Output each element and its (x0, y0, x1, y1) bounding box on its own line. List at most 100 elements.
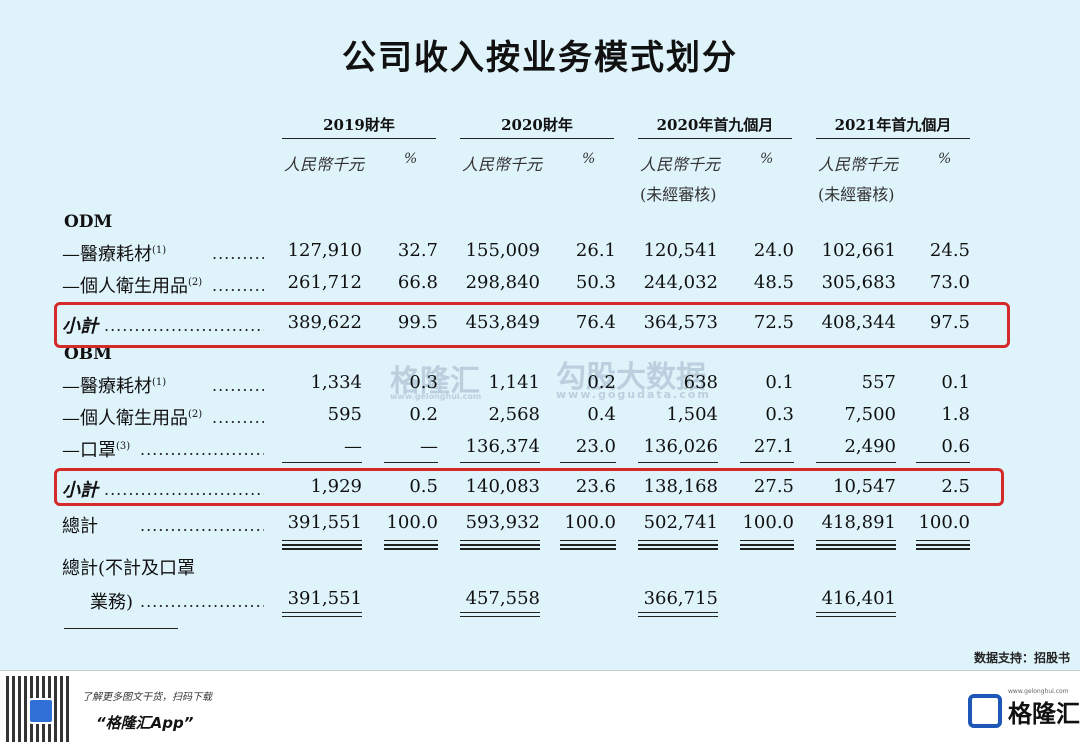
table-cell: 27.1 (753, 436, 794, 457)
pct-header: % (760, 151, 774, 167)
double-rule (560, 544, 616, 546)
subtotal-rule (740, 462, 794, 463)
table-cell: 2,568 (488, 404, 540, 425)
row-label: 小計 (62, 480, 98, 501)
double-rule (460, 540, 540, 541)
double-rule (282, 616, 362, 617)
double-rule (460, 616, 540, 617)
table-cell: 0.1 (765, 372, 794, 393)
double-rule (638, 548, 718, 550)
double-rule (638, 544, 718, 546)
pct-header: % (404, 151, 418, 167)
table-cell: 595 (327, 404, 362, 425)
table-cell: 453,849 (465, 312, 540, 333)
watermark-partner: 勾股大数据 (556, 360, 706, 395)
double-rule (816, 612, 896, 613)
table-cell: 2.5 (941, 476, 970, 497)
table-cell: 2,490 (844, 436, 896, 457)
row-label: 總計(不計及口罩 (62, 558, 196, 579)
double-rule (740, 548, 794, 550)
table-cell: 0.3 (409, 372, 438, 393)
data-source: 数据支持：招股书 (973, 651, 1070, 665)
table-cell: 366,715 (643, 588, 718, 609)
table-cell: 23.0 (575, 436, 616, 457)
subtotal-rule (560, 462, 616, 463)
promo-app-name: “格隆汇App” (96, 714, 194, 732)
brand-logo-icon (968, 694, 1002, 728)
table-cell: 244,032 (643, 272, 718, 293)
double-rule (282, 544, 362, 546)
double-rule (560, 540, 616, 541)
header-underline (816, 138, 970, 139)
qr-logo-icon (28, 698, 54, 724)
table-cell: 408,344 (821, 312, 896, 333)
double-rule (384, 540, 438, 541)
header-underline (460, 138, 614, 139)
table-cell: 102,661 (821, 240, 896, 261)
table-cell: 24.5 (929, 240, 970, 261)
subtotal-rule (638, 462, 718, 463)
double-rule (282, 548, 362, 550)
unaudited-note: (未經審核) (640, 185, 717, 204)
double-rule (816, 616, 896, 617)
leader-dots: ........................................… (140, 516, 264, 535)
unit-header: 人民幣千元 (640, 155, 721, 174)
pct-header: % (938, 151, 952, 167)
subtotal-rule (816, 462, 896, 463)
table-cell: 638 (683, 372, 718, 393)
table-cell: 97.5 (929, 312, 970, 333)
table-cell: 389,622 (287, 312, 362, 333)
table-cell: 26.1 (575, 240, 616, 261)
table-cell: 73.0 (929, 272, 970, 293)
double-rule (282, 540, 362, 541)
double-rule (384, 544, 438, 546)
highlight-box-obm-subtotal (54, 468, 1004, 506)
table-cell: 0.2 (409, 404, 438, 425)
table-cell: 0.5 (409, 476, 438, 497)
table-cell: 418,891 (821, 512, 896, 533)
header-underline (638, 138, 792, 139)
table-cell: 1,929 (310, 476, 362, 497)
row-label: —個人衛生用品(2) (62, 276, 203, 297)
table-cell: 298,840 (465, 272, 540, 293)
table-cell: — (344, 436, 362, 457)
table-cell: 140,083 (465, 476, 540, 497)
table-cell: 155,009 (465, 240, 540, 261)
table-cell: 1.8 (941, 404, 970, 425)
table-cell: 27.5 (753, 476, 794, 497)
row-label: 業務) (90, 592, 134, 613)
double-rule (816, 540, 896, 541)
watermark-brand: 格隆汇 (390, 364, 480, 399)
double-rule (460, 548, 540, 550)
double-rule (560, 548, 616, 550)
section-odm: ODM (64, 212, 113, 232)
double-rule (816, 548, 896, 550)
table-cell: 391,551 (287, 512, 362, 533)
footnote-rule (64, 628, 178, 629)
leader-dots: ........................................… (104, 316, 264, 335)
table-cell: 100.0 (742, 512, 794, 533)
leader-dots: ........................................… (212, 276, 264, 295)
unit-header: 人民幣千元 (818, 155, 899, 174)
highlight-box-odm-subtotal (54, 302, 1010, 348)
table-cell: 0.2 (587, 372, 616, 393)
table-cell: 557 (861, 372, 896, 393)
table-cell: 0.3 (765, 404, 794, 425)
brand-logo-url: www.gelonghui.com (1008, 688, 1069, 695)
leader-dots: ........................................… (140, 440, 264, 459)
table-cell: 305,683 (821, 272, 896, 293)
leader-dots: ........................................… (104, 480, 264, 499)
row-label: 小計 (62, 316, 98, 337)
promo-text: 了解更多图文干货，扫码下载 (82, 692, 212, 703)
table-cell: 457,558 (465, 588, 540, 609)
table-cell: 364,573 (643, 312, 718, 333)
footer-divider (0, 670, 1080, 671)
period-header-2021-9m: 2021年首九個月 (834, 116, 952, 134)
double-rule (638, 540, 718, 541)
table-cell: 50.3 (575, 272, 616, 293)
double-rule (916, 540, 970, 541)
row-label: 總計 (62, 516, 98, 537)
table-cell: 1,141 (488, 372, 540, 393)
leader-dots: ........................................… (212, 408, 264, 427)
double-rule (638, 616, 718, 617)
